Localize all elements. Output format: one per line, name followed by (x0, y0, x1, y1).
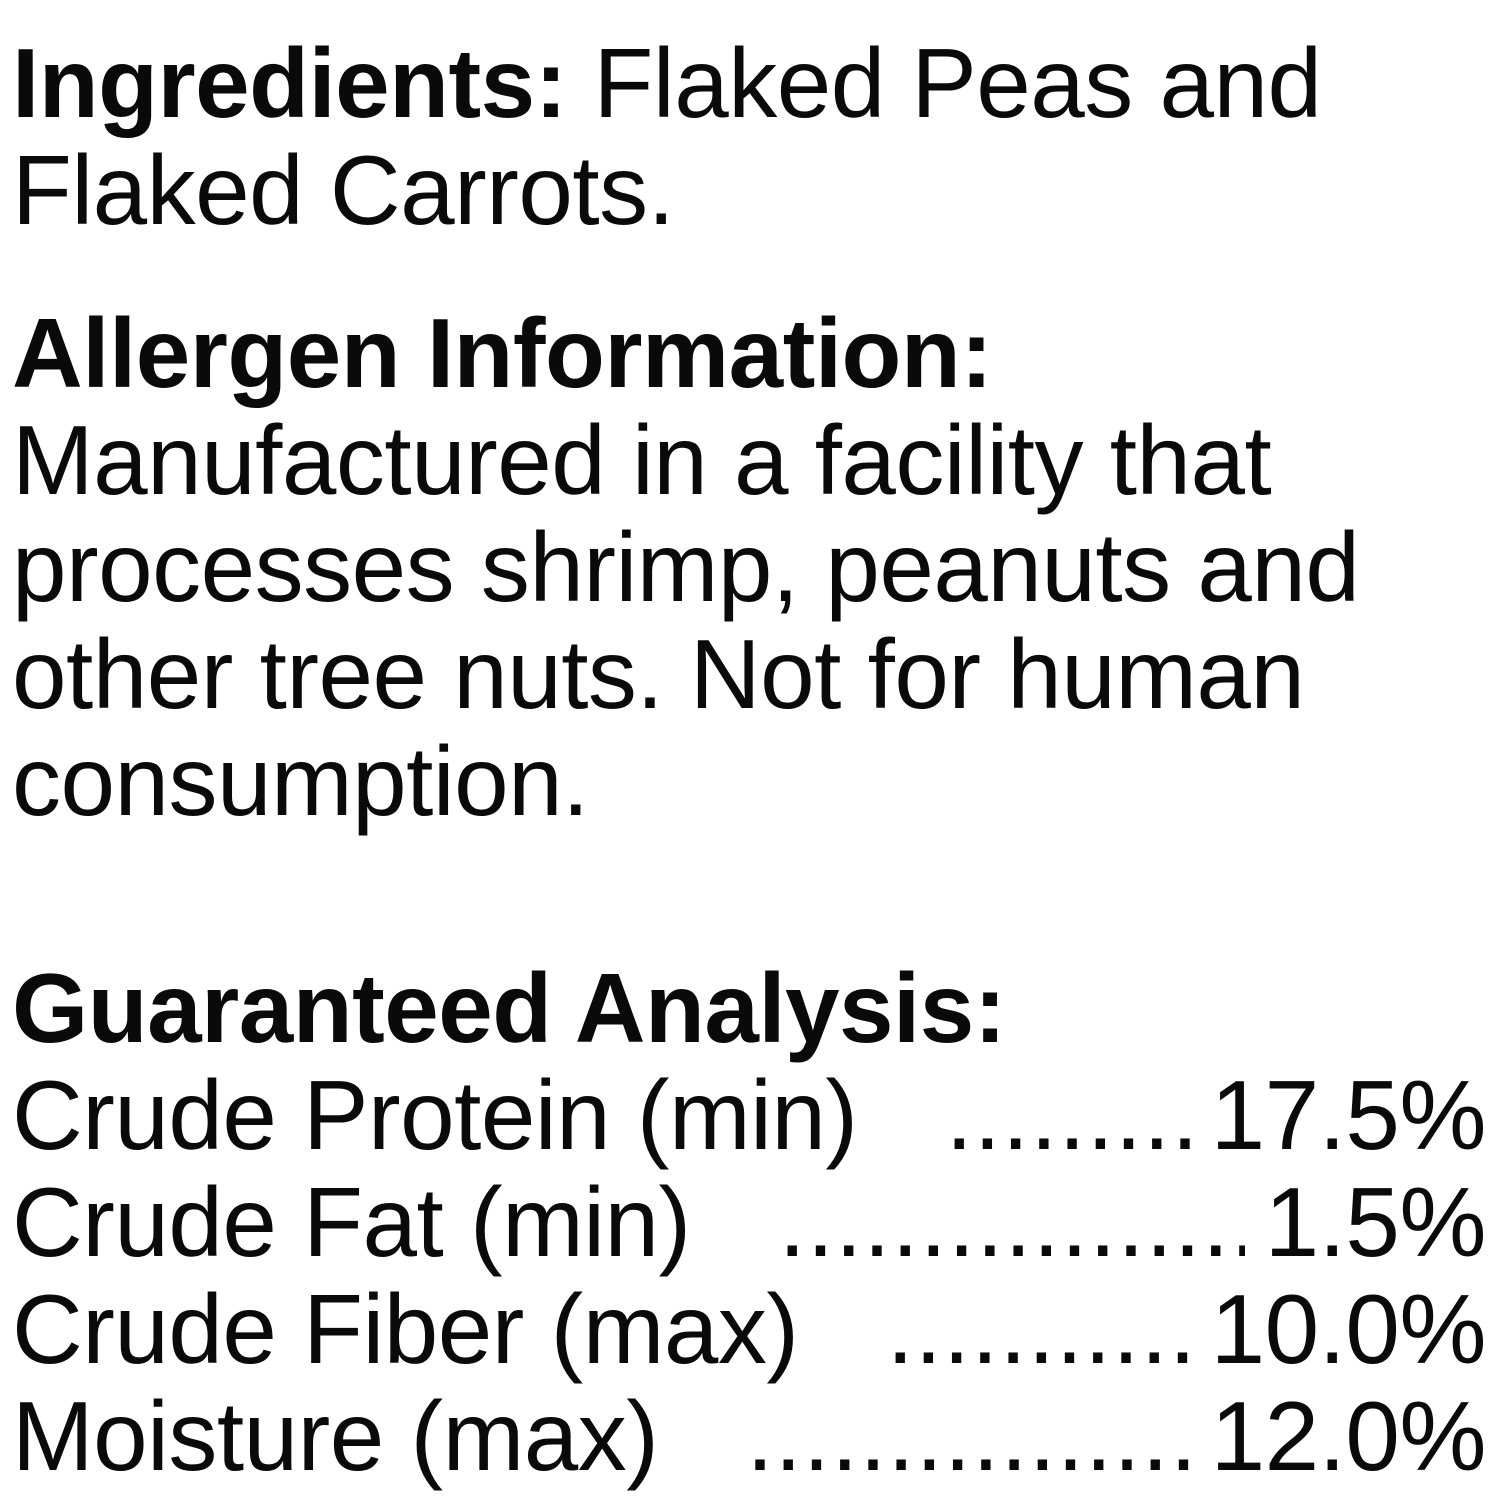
dot-leader: .................. (778, 1169, 1245, 1276)
analysis-label: Crude Protein (min) (12, 1060, 858, 1170)
analysis-value: 1.5% (1264, 1167, 1487, 1277)
dot-leader: ........... (945, 1062, 1191, 1169)
guaranteed-analysis-heading: Guaranteed Analysis: (12, 953, 1006, 1063)
guaranteed-analysis-section: Guaranteed Analysis: Crude Protein (min)… (12, 953, 1487, 1491)
analysis-row-crude-protein: Crude Protein (min) ........... 17.5% (12, 1060, 1487, 1170)
ingredients-line-2: Flaked Carrots. (12, 135, 675, 245)
ingredients-line-1: Ingredients: Flaked Peas and (12, 30, 1486, 137)
allergen-line-4: consumption. (12, 726, 589, 836)
ingredients-text: Flaked Peas and (566, 28, 1322, 138)
allergen-line-2: processes shrimp, peanuts and (12, 512, 1360, 622)
allergen-line-1: Manufactured in a facility that (12, 405, 1272, 515)
dot-leader: ................. (746, 1383, 1191, 1490)
analysis-row-moisture: Moisture (max) ................. 12.0% (12, 1381, 1487, 1491)
analysis-label: Crude Fiber (max) (12, 1274, 799, 1384)
analysis-row-crude-fiber: Crude Fiber (max) ............. 10.0% (12, 1274, 1487, 1384)
analysis-value: 10.0% (1210, 1274, 1487, 1384)
dot-leader: ............. (886, 1276, 1191, 1383)
ingredients-section: Ingredients: Flaked Peas and Flaked Carr… (12, 30, 1486, 244)
analysis-value: 12.0% (1210, 1381, 1487, 1491)
analysis-row-crude-fat: Crude Fat (min) .................. 1.5% (12, 1167, 1487, 1277)
ingredients-heading: Ingredients: (12, 28, 567, 138)
allergen-line-3: other tree nuts. Not for human (12, 619, 1305, 729)
allergen-section: Allergen Information: Manufactured in a … (12, 300, 1486, 835)
analysis-label: Moisture (max) (12, 1381, 659, 1491)
allergen-heading: Allergen Information: (12, 298, 993, 408)
analysis-value: 17.5% (1210, 1060, 1487, 1170)
analysis-label: Crude Fat (min) (12, 1167, 691, 1277)
